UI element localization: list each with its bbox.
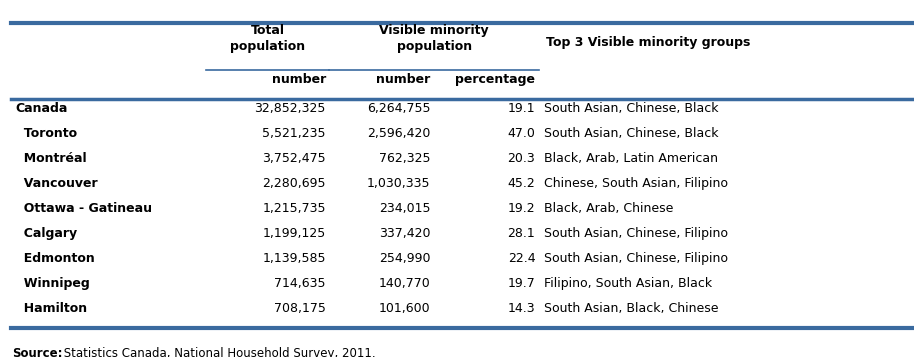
- Text: 1,139,585: 1,139,585: [262, 252, 325, 265]
- Text: 19.1: 19.1: [508, 102, 536, 115]
- Text: Statistics Canada, National Household Survey, 2011.: Statistics Canada, National Household Su…: [59, 347, 376, 357]
- Text: 19.7: 19.7: [507, 277, 536, 290]
- Text: 22.4: 22.4: [508, 252, 536, 265]
- Text: percentage: percentage: [455, 73, 536, 86]
- Text: 762,325: 762,325: [379, 152, 430, 165]
- Text: 5,521,235: 5,521,235: [262, 127, 325, 140]
- Text: 6,264,755: 6,264,755: [367, 102, 430, 115]
- Text: number: number: [271, 73, 325, 86]
- Text: 708,175: 708,175: [274, 302, 325, 315]
- Text: Canada: Canada: [15, 102, 68, 115]
- Text: 45.2: 45.2: [507, 177, 536, 190]
- Text: 2,280,695: 2,280,695: [262, 177, 325, 190]
- Text: Chinese, South Asian, Filipino: Chinese, South Asian, Filipino: [544, 177, 728, 190]
- Text: 47.0: 47.0: [507, 127, 536, 140]
- Text: 714,635: 714,635: [274, 277, 325, 290]
- Text: 254,990: 254,990: [379, 252, 430, 265]
- Text: 2,596,420: 2,596,420: [367, 127, 430, 140]
- Text: 14.3: 14.3: [508, 302, 536, 315]
- Text: Source:: Source:: [12, 347, 63, 357]
- Text: Montréal: Montréal: [15, 152, 87, 165]
- Text: South Asian, Chinese, Black: South Asian, Chinese, Black: [544, 102, 718, 115]
- Text: Hamilton: Hamilton: [15, 302, 87, 315]
- Text: 20.3: 20.3: [507, 152, 536, 165]
- Text: 3,752,475: 3,752,475: [262, 152, 325, 165]
- Text: South Asian, Chinese, Black: South Asian, Chinese, Black: [544, 127, 718, 140]
- Text: 1,199,125: 1,199,125: [262, 227, 325, 240]
- Text: South Asian, Chinese, Filipino: South Asian, Chinese, Filipino: [544, 252, 728, 265]
- Text: Filipino, South Asian, Black: Filipino, South Asian, Black: [544, 277, 712, 290]
- Text: 28.1: 28.1: [507, 227, 536, 240]
- Text: Edmonton: Edmonton: [15, 252, 95, 265]
- Text: 337,420: 337,420: [379, 227, 430, 240]
- Text: 19.2: 19.2: [508, 202, 536, 215]
- Text: 1,030,335: 1,030,335: [367, 177, 430, 190]
- Text: South Asian, Black, Chinese: South Asian, Black, Chinese: [544, 302, 718, 315]
- Text: 101,600: 101,600: [379, 302, 430, 315]
- Text: Black, Arab, Chinese: Black, Arab, Chinese: [544, 202, 673, 215]
- Text: Visible minority
population: Visible minority population: [379, 24, 489, 53]
- Text: Toronto: Toronto: [15, 127, 77, 140]
- Text: 32,852,325: 32,852,325: [254, 102, 325, 115]
- Text: Winnipeg: Winnipeg: [15, 277, 90, 290]
- Text: South Asian, Chinese, Filipino: South Asian, Chinese, Filipino: [544, 227, 728, 240]
- Text: Calgary: Calgary: [15, 227, 77, 240]
- Text: number: number: [377, 73, 430, 86]
- Text: 1,215,735: 1,215,735: [262, 202, 325, 215]
- Text: Total
population: Total population: [230, 24, 305, 53]
- Text: 234,015: 234,015: [379, 202, 430, 215]
- Text: Top 3 Visible minority groups: Top 3 Visible minority groups: [547, 36, 750, 49]
- Text: Ottawa - Gatineau: Ottawa - Gatineau: [15, 202, 152, 215]
- Text: 140,770: 140,770: [378, 277, 430, 290]
- Text: Black, Arab, Latin American: Black, Arab, Latin American: [544, 152, 717, 165]
- Text: Vancouver: Vancouver: [15, 177, 98, 190]
